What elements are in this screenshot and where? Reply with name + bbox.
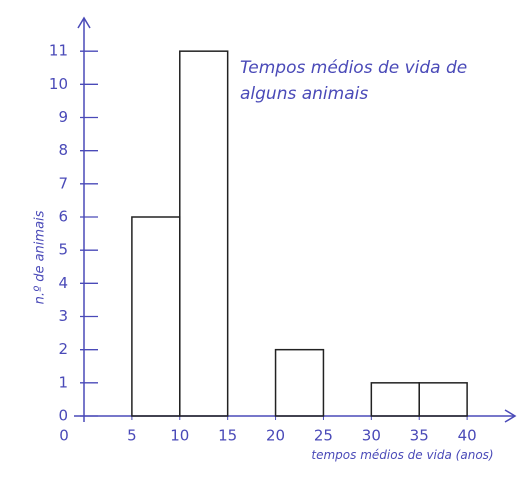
y-tick-label: 1	[58, 373, 68, 391]
x-tick-label: 0	[59, 427, 69, 445]
y-tick-label: 0	[58, 407, 68, 425]
bar	[276, 350, 324, 416]
x-tick-label: 25	[314, 427, 333, 445]
y-tick-label: 8	[58, 141, 68, 159]
page: 0 1 2 3 4 5 6 7 8 9 10 11 0 5 10 15 20 25 30 35 40 Tempos mé…	[0, 0, 525, 481]
y-tick-label: 6	[58, 208, 68, 226]
y-tick-label: 5	[58, 241, 68, 259]
y-tick-label: 10	[49, 75, 68, 93]
y-tick-label: 3	[58, 307, 68, 325]
y-tick-label: 9	[58, 108, 68, 126]
chart-title: Tempos médios de vida de alguns animais	[240, 55, 490, 107]
y-axis-label: n.º de animais	[33, 178, 48, 338]
bar	[371, 383, 419, 416]
bar	[419, 383, 467, 416]
bar	[180, 51, 228, 416]
y-tick-label: 7	[58, 174, 68, 192]
bar	[132, 217, 180, 416]
x-axis-label: tempos médios de vida (anos)	[285, 448, 520, 462]
x-tick-label: 15	[218, 427, 237, 445]
x-tick-label: 30	[362, 427, 381, 445]
y-tick-label: 11	[49, 42, 68, 60]
x-tick-label: 40	[458, 427, 477, 445]
y-tick-label: 2	[58, 340, 68, 358]
y-tick-label: 4	[58, 274, 68, 292]
x-tick-label: 5	[127, 427, 137, 445]
x-tick-label: 35	[410, 427, 429, 445]
x-tick-label: 10	[170, 427, 189, 445]
x-tick-label: 20	[266, 427, 285, 445]
